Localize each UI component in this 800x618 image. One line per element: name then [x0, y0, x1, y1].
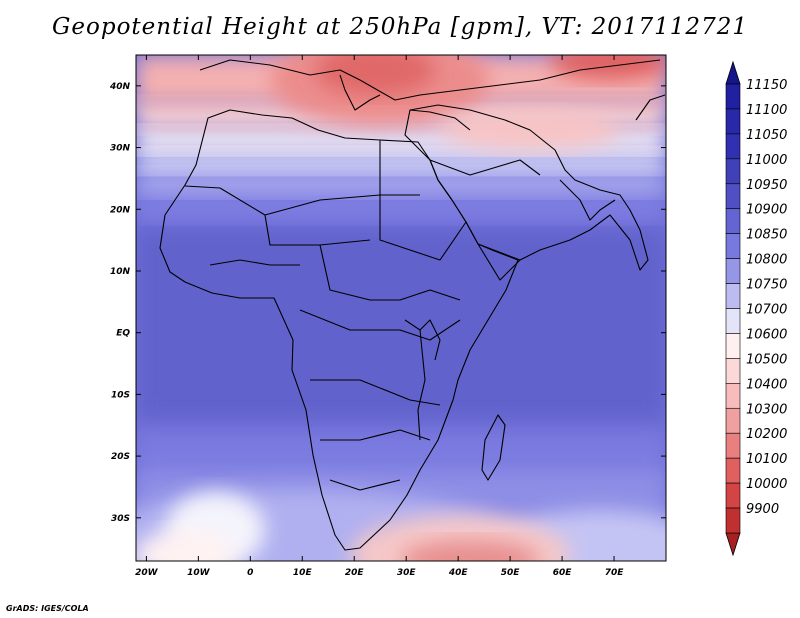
colorbar-swatch [725, 358, 741, 384]
colorbar-label: 10800 [746, 253, 787, 268]
colorbar-swatch [725, 308, 741, 334]
colorbar-swatch [725, 83, 741, 110]
lon-label: 60E [553, 568, 573, 578]
lon-label: 0 [247, 568, 253, 578]
map-axes: 20W 10W 0 10E 20E 30E 40E 50E 60E 70E 40N 30N 20N 10N… [109, 55, 666, 578]
lat-label: 30N [110, 144, 131, 154]
colorbar-swatch [725, 258, 741, 284]
colorbar-swatch [725, 507, 741, 534]
colorbar-label: 10950 [746, 178, 787, 193]
colorbar-label: 11050 [746, 128, 787, 143]
colorbar-label: 10500 [746, 352, 787, 367]
lon-label: 10E [293, 568, 313, 578]
lat-label: 40N [109, 82, 131, 92]
colorbar-top-arrow [725, 60, 741, 85]
colorbar-label: 10900 [746, 203, 787, 218]
colorbar-swatch [725, 208, 741, 234]
colorbar-bottom-arrow [725, 532, 741, 557]
lon-label: 50E [501, 568, 521, 578]
lon-label: 30E [397, 568, 417, 578]
colorbar-label: 10850 [746, 228, 787, 243]
colorbar-swatch [725, 233, 741, 259]
colorbar-label: 10750 [746, 278, 787, 293]
lat-label: 10S [111, 390, 130, 400]
colorbar-swatch [725, 283, 741, 309]
colorbar-swatch [725, 108, 741, 135]
colorbar-swatch [725, 407, 741, 434]
colorbar-swatch [725, 383, 741, 409]
lat-label: 20S [111, 452, 130, 462]
height-field [136, 55, 666, 561]
colorbar-swatch [725, 133, 741, 160]
colorbar-label: 10200 [746, 427, 787, 442]
lat-label: 30S [111, 514, 130, 524]
lon-label: 20E [345, 568, 365, 578]
coastlines [159, 59, 666, 551]
colorbar: 11150 11100 11050 11000 10950 10900 10850 10800… [725, 60, 787, 557]
colorbar-swatch [725, 333, 741, 359]
colorbar-label: 10300 [746, 402, 787, 417]
lat-label: EQ [116, 329, 130, 339]
colorbar-swatch [725, 158, 741, 185]
lat-label: 10N [110, 267, 131, 277]
colorbar-label: 10100 [746, 452, 787, 467]
lon-label: 70E [605, 568, 625, 578]
grads-credit: GrADS: IGES/COLA [6, 604, 89, 613]
colorbar-label: 10400 [746, 377, 787, 392]
lon-label: 10W [187, 568, 211, 578]
colorbar-label: 10000 [746, 477, 787, 492]
colorbar-label: 9900 [746, 502, 779, 517]
colorbar-label: 10700 [746, 303, 787, 318]
colorbar-swatch [725, 183, 741, 210]
colorbar-label: 11150 [746, 78, 787, 93]
colorbar-swatch [725, 432, 741, 459]
colorbar-label: 11000 [746, 153, 787, 168]
colorbar-swatch [725, 457, 741, 484]
chart-title: Geopotential Height at 250hPa [gpm], VT:… [52, 14, 748, 40]
map-frame [135, 54, 667, 562]
colorbar-label: 11100 [746, 103, 787, 118]
colorbar-label: 10600 [746, 327, 787, 342]
lon-label: 20W [135, 568, 159, 578]
lon-label: 40E [448, 568, 469, 578]
colorbar-swatch [725, 482, 741, 509]
lat-label: 20N [110, 205, 131, 215]
